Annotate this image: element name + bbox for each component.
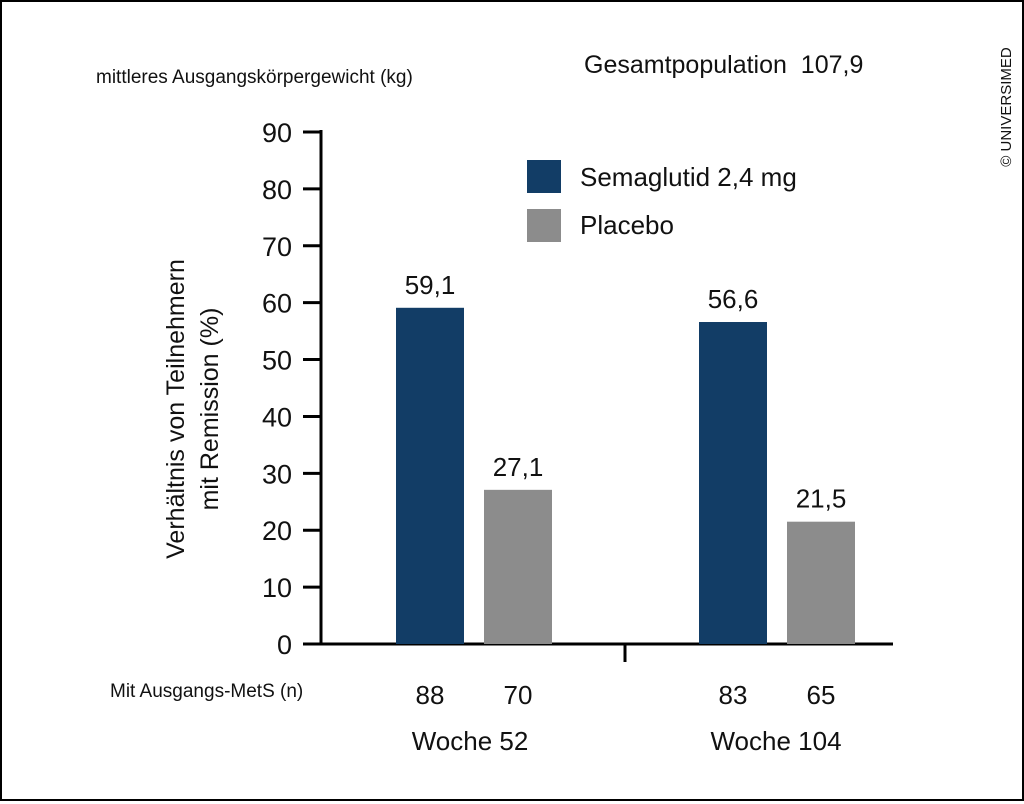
y-tick-label: 80 (262, 175, 292, 205)
y-tick-label: 40 (262, 402, 292, 432)
copyright-note: © UNIVERSIMED (998, 47, 1015, 167)
bar-value-label: 21,5 (796, 484, 847, 514)
bar-value-label: 59,1 (405, 270, 456, 300)
n-value-label: 65 (807, 680, 836, 710)
bar-semaglutide-week52 (396, 307, 464, 644)
bars (396, 307, 855, 644)
bar-placebo-week52 (484, 489, 552, 644)
y-tick-label: 90 (262, 118, 292, 148)
y-tick-label: 10 (262, 573, 292, 603)
legend-label-semaglutide: Semaglutid 2,4 mg (580, 162, 797, 192)
n-value-label: 83 (719, 680, 748, 710)
baseline-weight-note: mittleres Ausgangskörpergewicht (kg) (96, 67, 413, 88)
legend-swatch-placebo (527, 209, 561, 242)
bar-semaglutide-week104 (699, 322, 767, 644)
y-tick-label: 50 (262, 346, 292, 376)
y-axis-title-line2: mit Remission (%) (196, 308, 224, 511)
y-tick-label: 20 (262, 516, 292, 546)
population-note: Gesamtpopulation 107,9 (584, 51, 863, 79)
n-row-label: Mit Ausgangs-MetS (n) (110, 681, 303, 702)
y-tick-label: 30 (262, 459, 292, 489)
n-value-label: 88 (416, 680, 445, 710)
y-axis-ticks: 0 10 20 30 40 50 60 70 80 90 (262, 118, 321, 660)
legend-label-placebo: Placebo (580, 210, 674, 240)
y-tick-label: 0 (277, 630, 292, 660)
y-tick-label: 60 (262, 289, 292, 319)
legend: Semaglutid 2,4 mg Placebo (527, 160, 797, 242)
bar-value-labels: 59,1 56,6 27,1 21,5 (405, 270, 847, 514)
n-value-label: 70 (504, 680, 533, 710)
category-label-week104: Woche 104 (710, 726, 841, 756)
category-label-week52: Woche 52 (412, 726, 529, 756)
y-axis-title-line1: Verhältnis von Teilnehmern (162, 259, 190, 559)
y-tick-label: 70 (262, 232, 292, 262)
bar-placebo-week104 (787, 521, 855, 644)
n-values: 88 83 70 65 (416, 680, 836, 710)
legend-swatch-semaglutide (527, 160, 561, 193)
bar-value-label: 56,6 (708, 284, 759, 314)
bar-value-label: 27,1 (493, 452, 544, 482)
